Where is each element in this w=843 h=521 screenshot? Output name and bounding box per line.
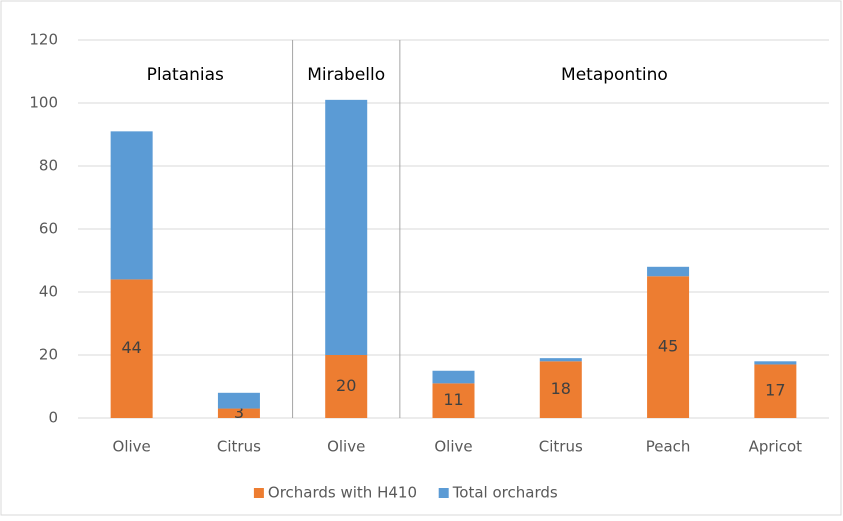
y-tick-label: 120 — [29, 31, 58, 49]
bar-segment — [432, 370, 475, 384]
x-tick-label: Olive — [327, 438, 365, 456]
data-label: 17 — [765, 381, 785, 400]
x-tick-label: Apricot — [749, 438, 803, 456]
bar-segment — [325, 99, 368, 355]
bar-segment — [217, 392, 260, 409]
bar-segment — [325, 355, 368, 418]
bar-segment — [539, 358, 582, 362]
y-tick-label: 100 — [29, 94, 58, 112]
legend-label: Total orchards — [452, 484, 558, 502]
data-label: 11 — [443, 390, 463, 409]
y-tick-label: 20 — [39, 346, 58, 364]
bar-segment — [110, 279, 153, 418]
data-label: 20 — [336, 376, 356, 395]
y-tick-label: 0 — [48, 409, 58, 427]
data-label: 18 — [551, 379, 571, 398]
bar-segment — [217, 408, 260, 418]
data-label: 3 — [234, 403, 244, 422]
group-label: Platanias — [147, 65, 224, 85]
x-tick-label: Olive — [434, 438, 472, 456]
y-tick-label: 40 — [39, 283, 58, 301]
bar-segment — [647, 266, 690, 277]
y-tick-label: 80 — [39, 157, 58, 175]
bar-segment — [110, 131, 153, 280]
legend-swatch — [253, 488, 264, 498]
bar-segment — [539, 361, 582, 418]
legend-label: Orchards with H410 — [268, 484, 417, 502]
legend-swatch — [438, 488, 449, 498]
y-tick-label: 60 — [39, 220, 58, 238]
data-label: 44 — [121, 338, 141, 357]
group-label: Mirabello — [307, 65, 385, 85]
bar-segment — [432, 383, 475, 418]
x-tick-label: Peach — [646, 438, 691, 456]
x-tick-label: Citrus — [539, 438, 583, 456]
data-label: 45 — [658, 337, 678, 356]
bar-segment — [754, 364, 797, 418]
x-tick-label: Citrus — [217, 438, 261, 456]
bar-segment — [647, 276, 690, 418]
group-label: Metapontino — [561, 65, 668, 85]
bar-segment — [754, 361, 797, 365]
x-tick-label: Olive — [113, 438, 151, 456]
